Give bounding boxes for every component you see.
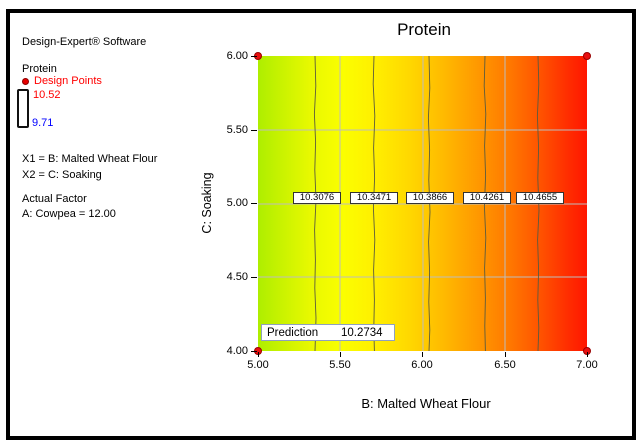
prediction-flag[interactable]: Prediction 10.2734: [261, 324, 395, 341]
contour-lines-layer: [258, 56, 587, 351]
y-tick-label: 4.00: [226, 345, 248, 357]
prediction-value: 10.2734: [341, 326, 383, 339]
contour-label: 10.3866: [406, 192, 454, 204]
design-point-marker: [583, 52, 591, 60]
factor-x2-label: X2 = C: Soaking: [22, 169, 102, 181]
actual-factor-title: Actual Factor: [22, 193, 87, 205]
legend-color-bar: [17, 89, 29, 128]
actual-factor-value: A: Cowpea = 12.00: [22, 208, 116, 220]
response-max-value: 10.52: [33, 89, 61, 101]
contour-label: 10.3076: [293, 192, 341, 204]
design-points-legend: Design Points: [22, 75, 102, 87]
design-point-icon: [22, 77, 29, 85]
x-tick-label: 7.00: [576, 359, 598, 371]
y-tick: [251, 203, 257, 204]
response-min-value: 9.71: [32, 117, 54, 129]
y-tick: [251, 277, 257, 278]
x-tick: [258, 352, 259, 357]
contour-label: 10.3471: [350, 192, 398, 204]
x-axis-title: B: Malted Wheat Flour: [361, 396, 491, 411]
contour-label: 10.4655: [516, 192, 564, 204]
y-tick-label: 6.00: [226, 50, 248, 62]
x-tick-label: 6.00: [411, 359, 433, 371]
x-tick: [422, 352, 423, 357]
x-tick-label: 6.50: [494, 359, 516, 371]
factor-x1-label: X1 = B: Malted Wheat Flour: [22, 153, 158, 165]
chart-title: Protein: [397, 20, 451, 39]
x-tick: [340, 352, 341, 357]
design-points-label: Design Points: [34, 75, 102, 87]
y-tick: [251, 351, 257, 352]
x-tick-label: 5.00: [247, 359, 269, 371]
y-tick-label: 5.50: [226, 124, 248, 136]
y-tick: [251, 130, 257, 131]
x-tick: [587, 352, 588, 357]
software-watermark: Design-Expert® Software: [22, 36, 147, 48]
y-tick-label: 5.00: [226, 197, 248, 209]
contour-label: 10.4261: [463, 192, 511, 204]
contour-plot-area[interactable]: 10.3076 10.3471 10.3866 10.4261 10.4655 …: [254, 52, 591, 355]
response-name: Protein: [22, 63, 57, 75]
x-tick: [505, 352, 506, 357]
y-axis-title: C: Soaking: [200, 172, 214, 234]
y-tick-label: 4.50: [226, 271, 248, 283]
x-tick-label: 5.50: [329, 359, 351, 371]
y-tick: [251, 56, 257, 57]
prediction-label: Prediction: [267, 326, 319, 339]
